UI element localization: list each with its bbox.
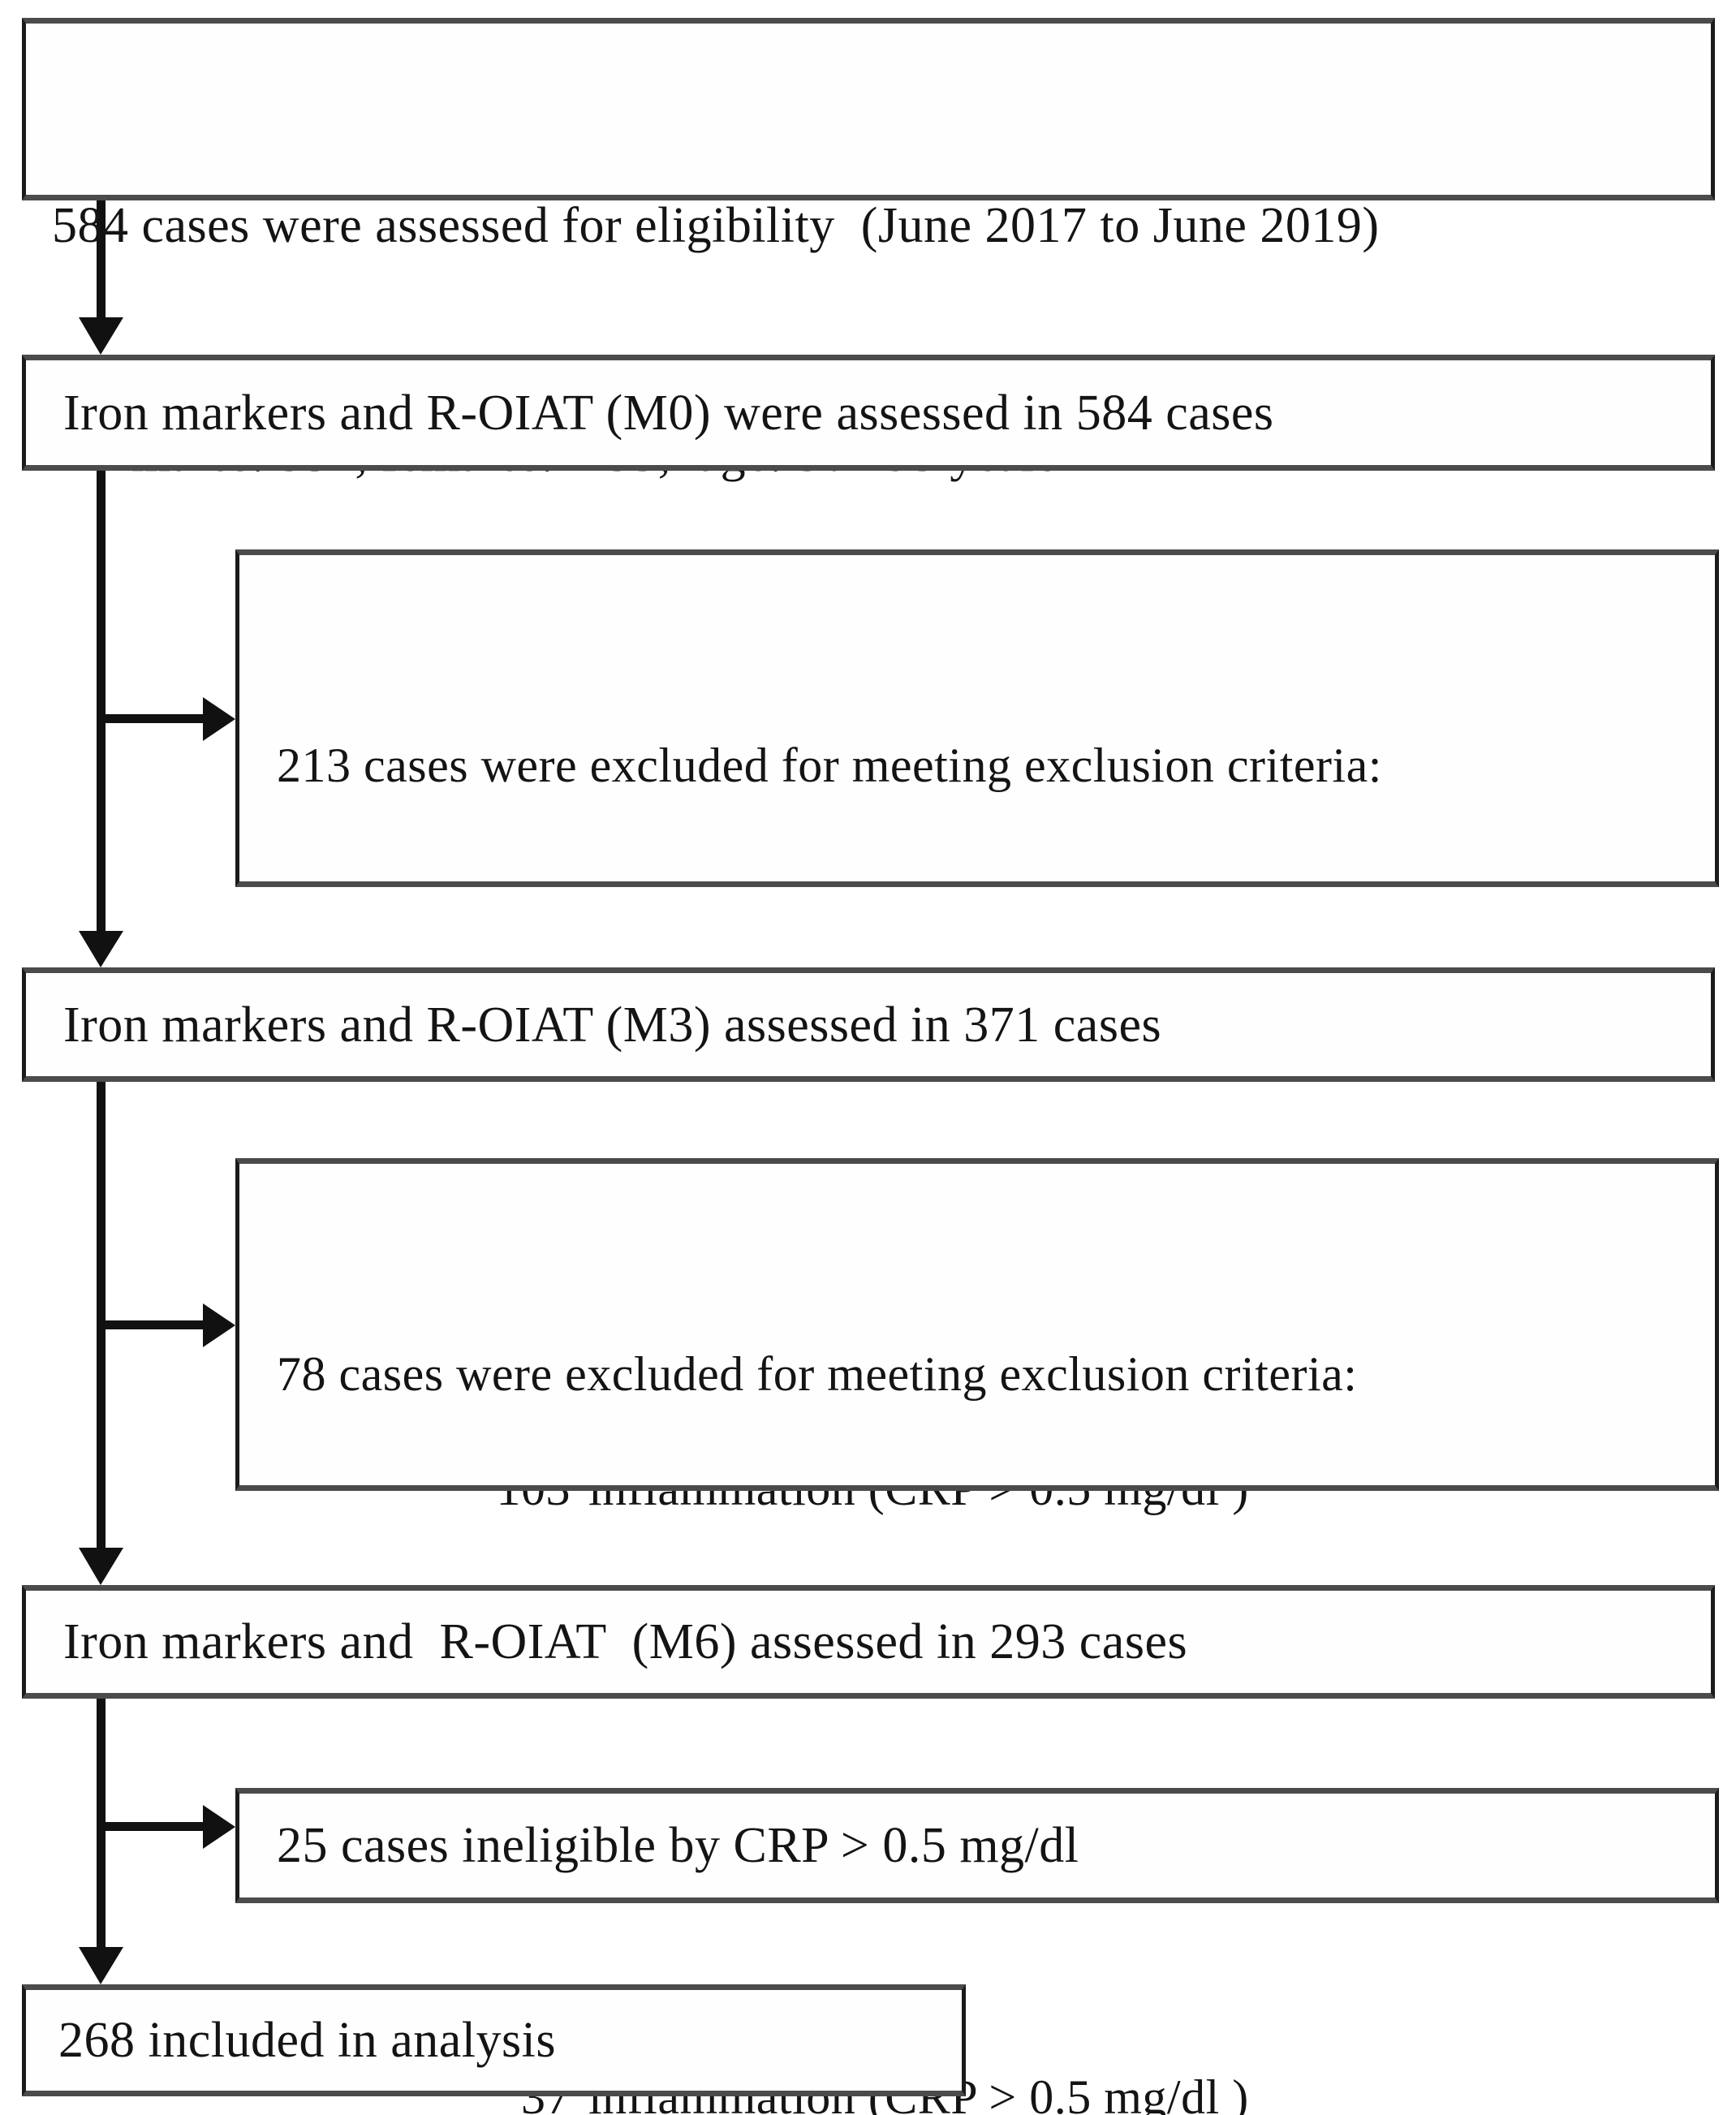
box-included-in-analysis: 268 included in analysis — [22, 1984, 966, 2096]
arrow-shaft — [97, 1699, 106, 1948]
box-excluded-m0: 213 cases were excluded for meeting excl… — [235, 549, 1719, 1515]
m3-label: Iron markers and R-OIAT (M3) assessed in… — [63, 997, 1162, 1053]
arrow-head-down-icon — [79, 1548, 123, 1585]
arrow-head-right-icon — [203, 1805, 235, 1849]
box-m0-assessed: Iron markers and R-OIAT (M0) were assess… — [22, 355, 1715, 471]
ineligible-m6-label: 25 cases ineligible by CRP > 0.5 mg/dl — [277, 1818, 1079, 1873]
arrow-shaft — [101, 714, 205, 723]
arrow-head-down-icon — [79, 1947, 123, 1984]
arrow-branch-to-excluded-m0 — [101, 697, 235, 741]
m6-label: Iron markers and R-OIAT (M6) assessed in… — [63, 1614, 1188, 1669]
box-m3-assessed: Iron markers and R-OIAT (M3) assessed in… — [22, 967, 1715, 1082]
box-excluded-m3: 78 cases were excluded for meeting exclu… — [235, 1158, 1719, 2115]
arrow-shaft — [97, 1082, 106, 1549]
arrow-m6-to-included — [79, 1699, 123, 1984]
eligibility-line1: 584 cases were assessed for eligibility … — [52, 198, 1380, 253]
box-eligibility: 584 cases were assessed for eligibility … — [22, 18, 1715, 482]
arrow-shaft — [101, 1822, 205, 1831]
arrow-shaft — [101, 1320, 205, 1329]
excluded-m0-heading: 213 cases were excluded for meeting excl… — [277, 739, 1382, 792]
arrow-head-right-icon — [203, 1303, 235, 1347]
arrow-branch-to-ineligible-m6 — [101, 1805, 235, 1849]
arrow-head-right-icon — [203, 697, 235, 741]
m0-label: Iron markers and R-OIAT (M0) were assess… — [63, 385, 1274, 441]
excluded-m3-heading: 78 cases were excluded for meeting exclu… — [277, 1347, 1358, 1401]
arrow-head-down-icon — [79, 931, 123, 967]
included-label: 268 included in analysis — [58, 2013, 556, 2068]
box-ineligible-m6: 25 cases ineligible by CRP > 0.5 mg/dl — [235, 1788, 1719, 1903]
arrow-m3-to-m6 — [79, 1082, 123, 1585]
arrow-branch-to-excluded-m3 — [101, 1303, 235, 1347]
box-m6-assessed: Iron markers and R-OIAT (M6) assessed in… — [22, 1585, 1715, 1699]
